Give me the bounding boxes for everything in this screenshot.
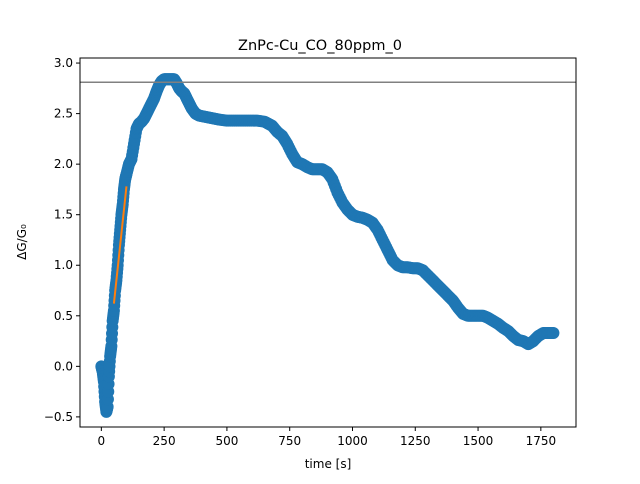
fit-line — [112, 186, 128, 304]
y-tick-label: −0.5 — [44, 410, 73, 424]
plot-area — [80, 73, 576, 418]
y-axis-label: ΔG/G₀ — [15, 224, 29, 260]
x-tick-label: 750 — [278, 434, 301, 448]
y-tick-label: 2.5 — [54, 107, 73, 121]
x-tick-label: 250 — [153, 434, 176, 448]
axes-frame — [79, 57, 577, 428]
y-tick-label: 0.5 — [54, 309, 73, 323]
x-tick-label: 1000 — [337, 434, 368, 448]
x-tick-label: 0 — [98, 434, 106, 448]
x-tick-label: 1250 — [400, 434, 431, 448]
x-axis-label: time [s] — [305, 457, 352, 471]
y-tick-label: 1.0 — [54, 258, 73, 272]
x-axis-ticks: 0 250 500 750 1000 1250 1500 1750 — [98, 427, 557, 448]
x-tick-label: 1750 — [526, 434, 557, 448]
y-tick-label: 1.5 — [54, 208, 73, 222]
chart-title: ZnPc-Cu_CO_80ppm_0 — [238, 38, 402, 54]
x-tick-label: 1500 — [463, 434, 494, 448]
y-axis-ticks: −0.5 0.0 0.5 1.0 1.5 2.0 2.5 3.0 — [44, 56, 80, 424]
scatter-point — [547, 326, 560, 339]
x-tick-label: 500 — [215, 434, 238, 448]
y-tick-label: 3.0 — [54, 56, 73, 70]
y-tick-label: 0.0 — [54, 359, 73, 373]
y-tick-label: 2.0 — [54, 157, 73, 171]
